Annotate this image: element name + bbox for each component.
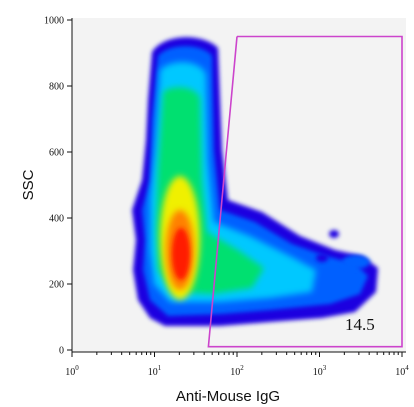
density-population bbox=[132, 37, 378, 326]
x-axis-ticks: 100 101 102 103 104 bbox=[65, 352, 409, 378]
x-tick-label: 101 bbox=[148, 364, 162, 378]
x-tick-label: 103 bbox=[313, 364, 327, 378]
gate-label: 14.5 bbox=[345, 315, 375, 334]
y-tick-label: 200 bbox=[49, 280, 64, 291]
y-axis-title: SSC bbox=[20, 169, 37, 200]
density-islands bbox=[316, 230, 370, 269]
y-tick-label: 600 bbox=[49, 148, 64, 159]
axis-frame bbox=[71, 18, 406, 353]
y-tick-label: 400 bbox=[49, 214, 64, 225]
x-tick-label: 104 bbox=[395, 364, 409, 378]
x-axis-title: Anti-Mouse IgG bbox=[176, 388, 280, 405]
x-tick-label: 100 bbox=[65, 364, 79, 378]
x-tick-label: 102 bbox=[230, 364, 244, 378]
y-tick-label: 800 bbox=[49, 82, 64, 93]
y-axis-ticks: 0 200 400 600 800 1000 bbox=[44, 16, 72, 357]
density-layer-red bbox=[172, 228, 190, 280]
y-tick-label: 0 bbox=[59, 346, 64, 357]
y-tick-label: 1000 bbox=[44, 16, 64, 27]
gate-polygon[interactable] bbox=[207, 35, 403, 348]
